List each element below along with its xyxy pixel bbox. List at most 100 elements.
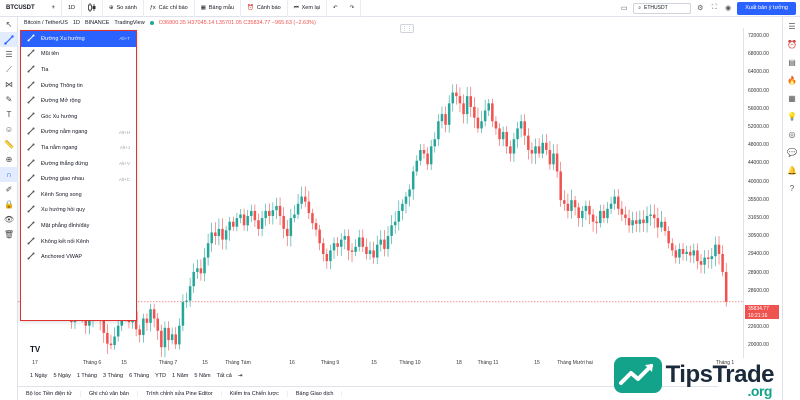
- camera-icon[interactable]: ◉: [725, 5, 732, 12]
- notifications-icon[interactable]: 🔔: [787, 165, 797, 175]
- symbol-label: BTCUSDT: [6, 5, 35, 11]
- menu-item-horizontal-line[interactable]: Đường nằm ngang Alt+H: [21, 125, 136, 141]
- bottom-tab[interactable]: Trình chỉnh sửa Pine Editor: [138, 390, 222, 397]
- menu-item-extended-line[interactable]: Đường Mở rộng: [21, 93, 136, 109]
- menu-item-ray[interactable]: Tia: [21, 62, 136, 78]
- candle-body: [706, 257, 710, 259]
- pair-name[interactable]: Bitcoin / TetherUS: [24, 19, 68, 26]
- time-tick-label: Tháng 6: [82, 360, 102, 366]
- candle-body: [692, 250, 696, 256]
- brush-icon[interactable]: ✎: [5, 95, 13, 104]
- candle-body: [174, 334, 177, 345]
- ideas-icon[interactable]: 💡: [787, 111, 797, 121]
- price-tick-label: 20000.00: [748, 342, 769, 349]
- range-option[interactable]: 1 Năm: [172, 373, 189, 379]
- lock-icon[interactable]: 🔒: [4, 200, 14, 209]
- help-icon[interactable]: ?: [789, 183, 795, 193]
- menu-item-parallel-channel[interactable]: Kênh Song song: [21, 187, 136, 203]
- candle-body: [411, 171, 415, 190]
- interval-selector[interactable]: 1D: [62, 0, 83, 17]
- menu-item-regression-trend[interactable]: Xu hướng hồi quy: [21, 203, 136, 219]
- goto-date-icon[interactable]: ⇥: [237, 373, 243, 379]
- publish-idea-button[interactable]: Xuất bản ý tưởng: [737, 1, 796, 15]
- candle-body: [591, 214, 595, 222]
- alert-button[interactable]: ⏰ Cảnh báo: [241, 0, 288, 17]
- candle-body: [336, 243, 339, 247]
- symbol-selector[interactable]: BTCUSDT +: [0, 0, 62, 17]
- magnet-icon[interactable]: ∩: [0, 167, 18, 182]
- compare-plus-icon[interactable]: +: [51, 5, 55, 11]
- bottom-tab[interactable]: Kiểm tra Chiến lược: [222, 390, 288, 397]
- menu-item-label: Mặt phẳng đỉnh/đáy: [41, 222, 90, 229]
- bottom-tab[interactable]: Bộ lọc Tiền điện tử: [18, 390, 81, 397]
- zoom-in-icon[interactable]: ⊕: [5, 155, 13, 164]
- candle-body: [113, 336, 116, 346]
- menu-item-trend-line[interactable]: Đường Xu hướng Alt+T: [21, 31, 136, 47]
- eye-icon[interactable]: 👁: [3, 215, 15, 224]
- indicators-button[interactable]: ƒx Các chỉ báo: [144, 0, 195, 17]
- candle-body: [537, 146, 541, 154]
- range-option[interactable]: Tất cả: [216, 373, 232, 379]
- candle-body: [250, 210, 253, 216]
- hotlist-icon[interactable]: 🔥: [787, 75, 797, 85]
- menu-item-cross-line[interactable]: Đường giao nhau Alt+C: [21, 171, 136, 187]
- chart-center-dots-icon[interactable]: ⋮⋮: [400, 24, 414, 33]
- alerts-icon[interactable]: ⏰: [787, 39, 797, 49]
- replay-button[interactable]: ⏮ Xem lại: [288, 0, 327, 17]
- candle-body: [516, 128, 519, 140]
- menu-item-arrow[interactable]: Mũi tên: [21, 47, 136, 63]
- streams-icon[interactable]: ◎: [788, 129, 796, 139]
- chart-type-button[interactable]: [82, 0, 104, 17]
- range-option[interactable]: 6 Tháng: [129, 373, 150, 379]
- settings-gear-icon[interactable]: ⚙: [697, 5, 704, 12]
- undo-button[interactable]: ↶: [327, 0, 344, 17]
- redo-button[interactable]: ↷: [344, 0, 362, 17]
- range-option[interactable]: 3 Tháng: [102, 373, 124, 379]
- bottom-tab[interactable]: Bảng Giao dịch: [288, 390, 343, 397]
- symbol-search-input[interactable]: ⌕ ETHUSDT: [633, 2, 692, 14]
- price-axis[interactable]: 72000.00 68000.00 64000.00 60000.00 56000.00…: [743, 28, 781, 358]
- trend-line-tool-icon[interactable]: [0, 32, 18, 47]
- candle-body: [419, 149, 422, 161]
- ruler-icon[interactable]: 📏: [4, 140, 14, 149]
- menu-item-anchored-vwap[interactable]: Anchored VWAP: [21, 249, 136, 265]
- bottom-tab[interactable]: Ghi chú văn bản: [81, 390, 138, 397]
- menu-item-vertical-line[interactable]: Đường thẳng đứng Alt+V: [21, 156, 136, 172]
- stay-in-drawing-icon[interactable]: ✐: [5, 185, 13, 194]
- menu-item-info-line[interactable]: Đường Thông tin: [21, 78, 136, 94]
- candle-body: [519, 121, 523, 129]
- menu-item-disjoint-channel[interactable]: Không kết nối Kênh: [21, 234, 136, 250]
- menu-item-horizontal-ray[interactable]: Tia nằm ngang Alt+J: [21, 140, 136, 156]
- prediction-tool-icon[interactable]: ⋈: [5, 80, 13, 89]
- calendar-icon[interactable]: ▦: [788, 93, 796, 103]
- fib-tool-icon[interactable]: ☰: [5, 50, 13, 59]
- range-option[interactable]: 5 Năm: [194, 373, 211, 379]
- candle-body: [242, 214, 246, 226]
- menu-item-flat-top-bottom[interactable]: Mặt phẳng đỉnh/đáy: [21, 218, 136, 234]
- tradingview-logo: TV: [30, 345, 41, 354]
- templates-button[interactable]: ▦ Bảng mẫu: [195, 0, 241, 17]
- price-tick-label: 68000.00: [748, 51, 769, 58]
- range-option[interactable]: 5 Ngày: [53, 373, 71, 379]
- chats-icon[interactable]: 💬: [787, 147, 797, 157]
- data-window-icon[interactable]: ▤: [788, 57, 796, 67]
- text-tool-icon[interactable]: T: [6, 110, 12, 119]
- range-option[interactable]: 1 Ngày: [30, 373, 48, 379]
- range-option[interactable]: 1 Tháng: [76, 373, 97, 379]
- trash-icon[interactable]: 🗑: [3, 230, 15, 239]
- compare-button[interactable]: ⊕ So sánh: [103, 0, 144, 17]
- fullscreen-icon[interactable]: ⛶: [711, 4, 717, 11]
- layout-icon[interactable]: ▭: [620, 5, 628, 12]
- watchlist-icon[interactable]: ☰: [788, 21, 796, 31]
- candle-body: [627, 218, 631, 226]
- menu-item-trend-angle[interactable]: Góc Xu hướng: [21, 109, 136, 125]
- candle-body: [469, 96, 473, 107]
- cursor-icon[interactable]: ↖: [5, 20, 13, 29]
- range-option[interactable]: YTD: [155, 373, 167, 379]
- templates-label: Bảng mẫu: [208, 5, 234, 11]
- candle-body: [167, 327, 170, 341]
- candle-body: [404, 196, 408, 204]
- pattern-tool-icon[interactable]: ⟋: [6, 64, 12, 74]
- emoji-icon[interactable]: ☺: [4, 125, 14, 134]
- candle-body: [717, 244, 721, 254]
